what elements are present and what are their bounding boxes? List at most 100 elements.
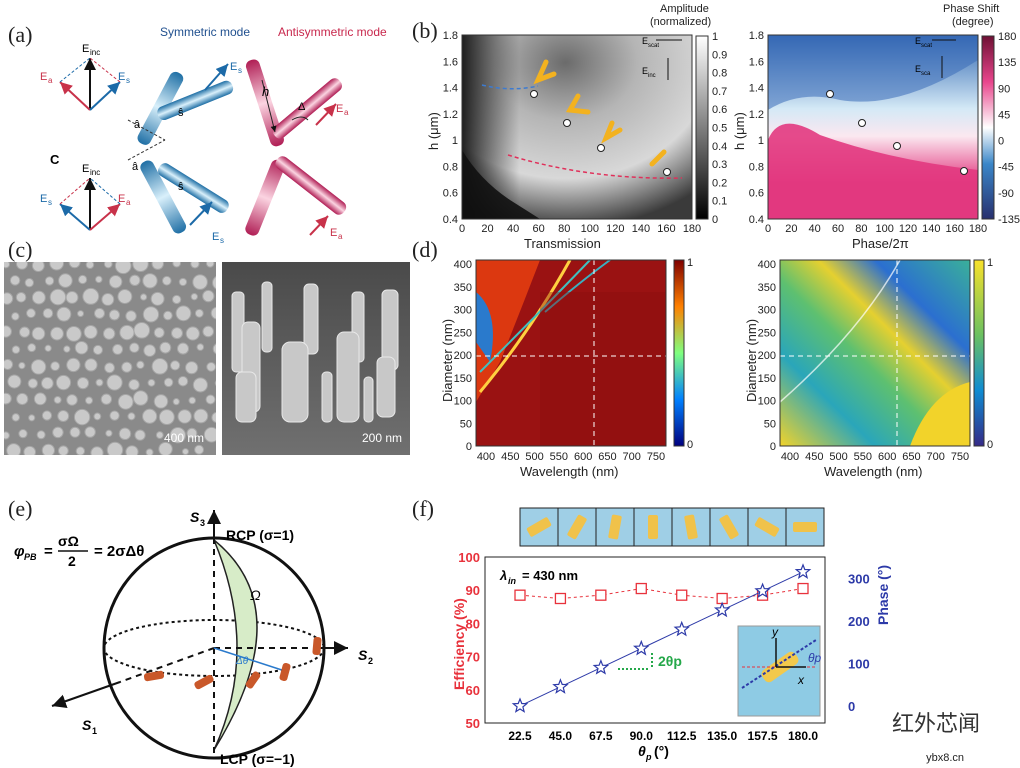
d-ytick: 300 — [454, 305, 472, 317]
nanopillar-dot — [9, 275, 21, 286]
efficiency-point — [514, 589, 526, 601]
amp-cbar-tick: 0.2 — [712, 177, 727, 189]
panel-label-e: (e) — [8, 496, 33, 521]
phase-colorbar-d — [973, 259, 985, 447]
svg-text:s: s — [238, 66, 242, 75]
nanopillar-dot — [205, 262, 215, 268]
b-xtick: 0 — [459, 223, 465, 235]
svg-text:= 2σΔθ: = 2σΔθ — [94, 543, 144, 560]
amp-cbar-tick: 0.7 — [712, 86, 727, 98]
nanopillar-dot — [106, 441, 124, 455]
svg-text:Ω: Ω — [250, 587, 261, 603]
phase-point — [794, 563, 812, 579]
nanopillar-dot — [52, 426, 64, 439]
svg-text:a: a — [48, 76, 53, 85]
svg-text:Phase Shift: Phase Shift — [943, 3, 999, 15]
y-tick-right: 0 — [848, 699, 855, 714]
amp-cbar-tick: 0.3 — [712, 159, 727, 171]
phase-point — [552, 678, 569, 694]
amp-cbar-tick: 0.5 — [712, 123, 727, 135]
nanopillar-dot — [171, 294, 182, 305]
svg-text:h (μm): h (μm) — [732, 112, 747, 150]
d-ytick: 150 — [454, 373, 472, 385]
nanopillar-dot — [66, 394, 78, 406]
svg-text:PB: PB — [24, 552, 37, 562]
svg-text:S: S — [358, 647, 368, 663]
b-ytick-right: 1.4 — [749, 83, 764, 95]
d-ytick: 100 — [454, 396, 472, 408]
b-ytick: 1.2 — [443, 109, 458, 121]
nanopillar-dot — [92, 344, 103, 355]
svg-text:Amplitude: Amplitude — [660, 3, 709, 15]
svg-text:inc: inc — [90, 168, 100, 177]
two-theta-annotation: 2θp — [658, 653, 682, 669]
phase-cbar-tick: -135 — [998, 214, 1020, 226]
b-ytick: 1.8 — [443, 30, 458, 42]
b-xtick: 140 — [632, 223, 650, 235]
nanopillar-dot — [175, 305, 192, 322]
svg-text:E: E — [212, 231, 219, 243]
sem-image-tilted-view: 200 nm — [222, 262, 410, 455]
nanopillar-dot — [44, 276, 55, 286]
nanopillar-dot — [161, 275, 172, 286]
rod-strip — [519, 507, 825, 547]
y-tick-right: 200 — [848, 614, 870, 629]
nanopillar-dot — [42, 307, 54, 319]
svg-text:p: p — [645, 752, 652, 762]
nanopillar-dot — [90, 446, 104, 455]
nanopillar-dot — [147, 378, 156, 387]
nanopillar-dot — [102, 327, 116, 340]
amp-cbar-tick: 1 — [712, 31, 718, 43]
nanopillar-dot — [134, 429, 146, 441]
b-xtick-right: 60 — [832, 223, 844, 235]
svg-text:2: 2 — [68, 553, 76, 569]
y-tick-left: 90 — [466, 583, 480, 598]
strip-rod — [526, 517, 552, 537]
y-tick-left: 70 — [466, 650, 480, 665]
panel-f-efficiency-phase: 100 90 80 70 60 50 300 200 100 0 22.5 45.0 67.5 90.… — [451, 507, 891, 762]
d-ytick-right: 0 — [770, 441, 776, 453]
nanopillar-dot — [7, 374, 22, 389]
antisymmetric-mode-title: Antisymmetric mode — [278, 25, 387, 39]
svg-text:Phase/2π: Phase/2π — [852, 236, 909, 250]
phase-colorbar-ticks: 180 135 90 45 0 -45 -90 -135 — [998, 31, 1020, 226]
svg-text:0: 0 — [687, 439, 693, 451]
nanopillar-dot — [211, 411, 216, 424]
amp-cbar-tick: 0 — [712, 214, 718, 226]
nanopillar-dot — [108, 309, 121, 321]
phase-cbar-tick: -90 — [998, 188, 1014, 200]
y-tick-left: 50 — [466, 716, 480, 731]
nanopillar-dot — [121, 361, 133, 373]
amp-cbar-tick: 0.9 — [712, 49, 727, 61]
panel-d-yticks: 4003503002502001501005004003503002502001… — [454, 259, 776, 453]
nanopillar-dot — [127, 412, 136, 421]
phase-cbar-tick: 45 — [998, 109, 1010, 121]
strip-rod — [684, 514, 698, 540]
amp-cbar-tick: 0.6 — [712, 104, 727, 116]
b-xtick-right: 100 — [875, 223, 893, 235]
nanopillar-dot — [129, 342, 140, 353]
nanopillar-dot — [151, 358, 169, 375]
svg-text:scat: scat — [921, 43, 932, 49]
amp-cbar-tick: 0.1 — [712, 196, 727, 208]
nanopillar-dot — [74, 340, 89, 355]
panel-b-yticks: 1.8 1.6 1.4 1.2 1 0.8 0.6 0.4 — [443, 30, 458, 226]
nanopillar-dot — [150, 291, 165, 306]
y-tick-left: 60 — [466, 683, 480, 698]
nanopillar-dot — [50, 326, 64, 341]
svg-text:E: E — [642, 66, 648, 76]
nanopillar-dot — [56, 306, 72, 322]
nanopillar-dot — [4, 431, 10, 440]
scale-bar-400nm: 400 nm — [163, 431, 204, 445]
nanopillar-dot — [169, 427, 187, 444]
nanopillar-dot — [163, 377, 174, 388]
nanopillar-dot — [15, 292, 27, 303]
svg-text:RCP (σ=1): RCP (σ=1) — [226, 527, 294, 543]
b-xtick: 40 — [507, 223, 519, 235]
b-xtick-right: 80 — [855, 223, 867, 235]
d-ytick: 250 — [454, 327, 472, 339]
nanopillar-dot — [30, 359, 47, 375]
b-ytick: 0.4 — [443, 214, 458, 226]
nanopillar-dot — [15, 262, 29, 270]
svg-text:sca: sca — [921, 71, 931, 77]
